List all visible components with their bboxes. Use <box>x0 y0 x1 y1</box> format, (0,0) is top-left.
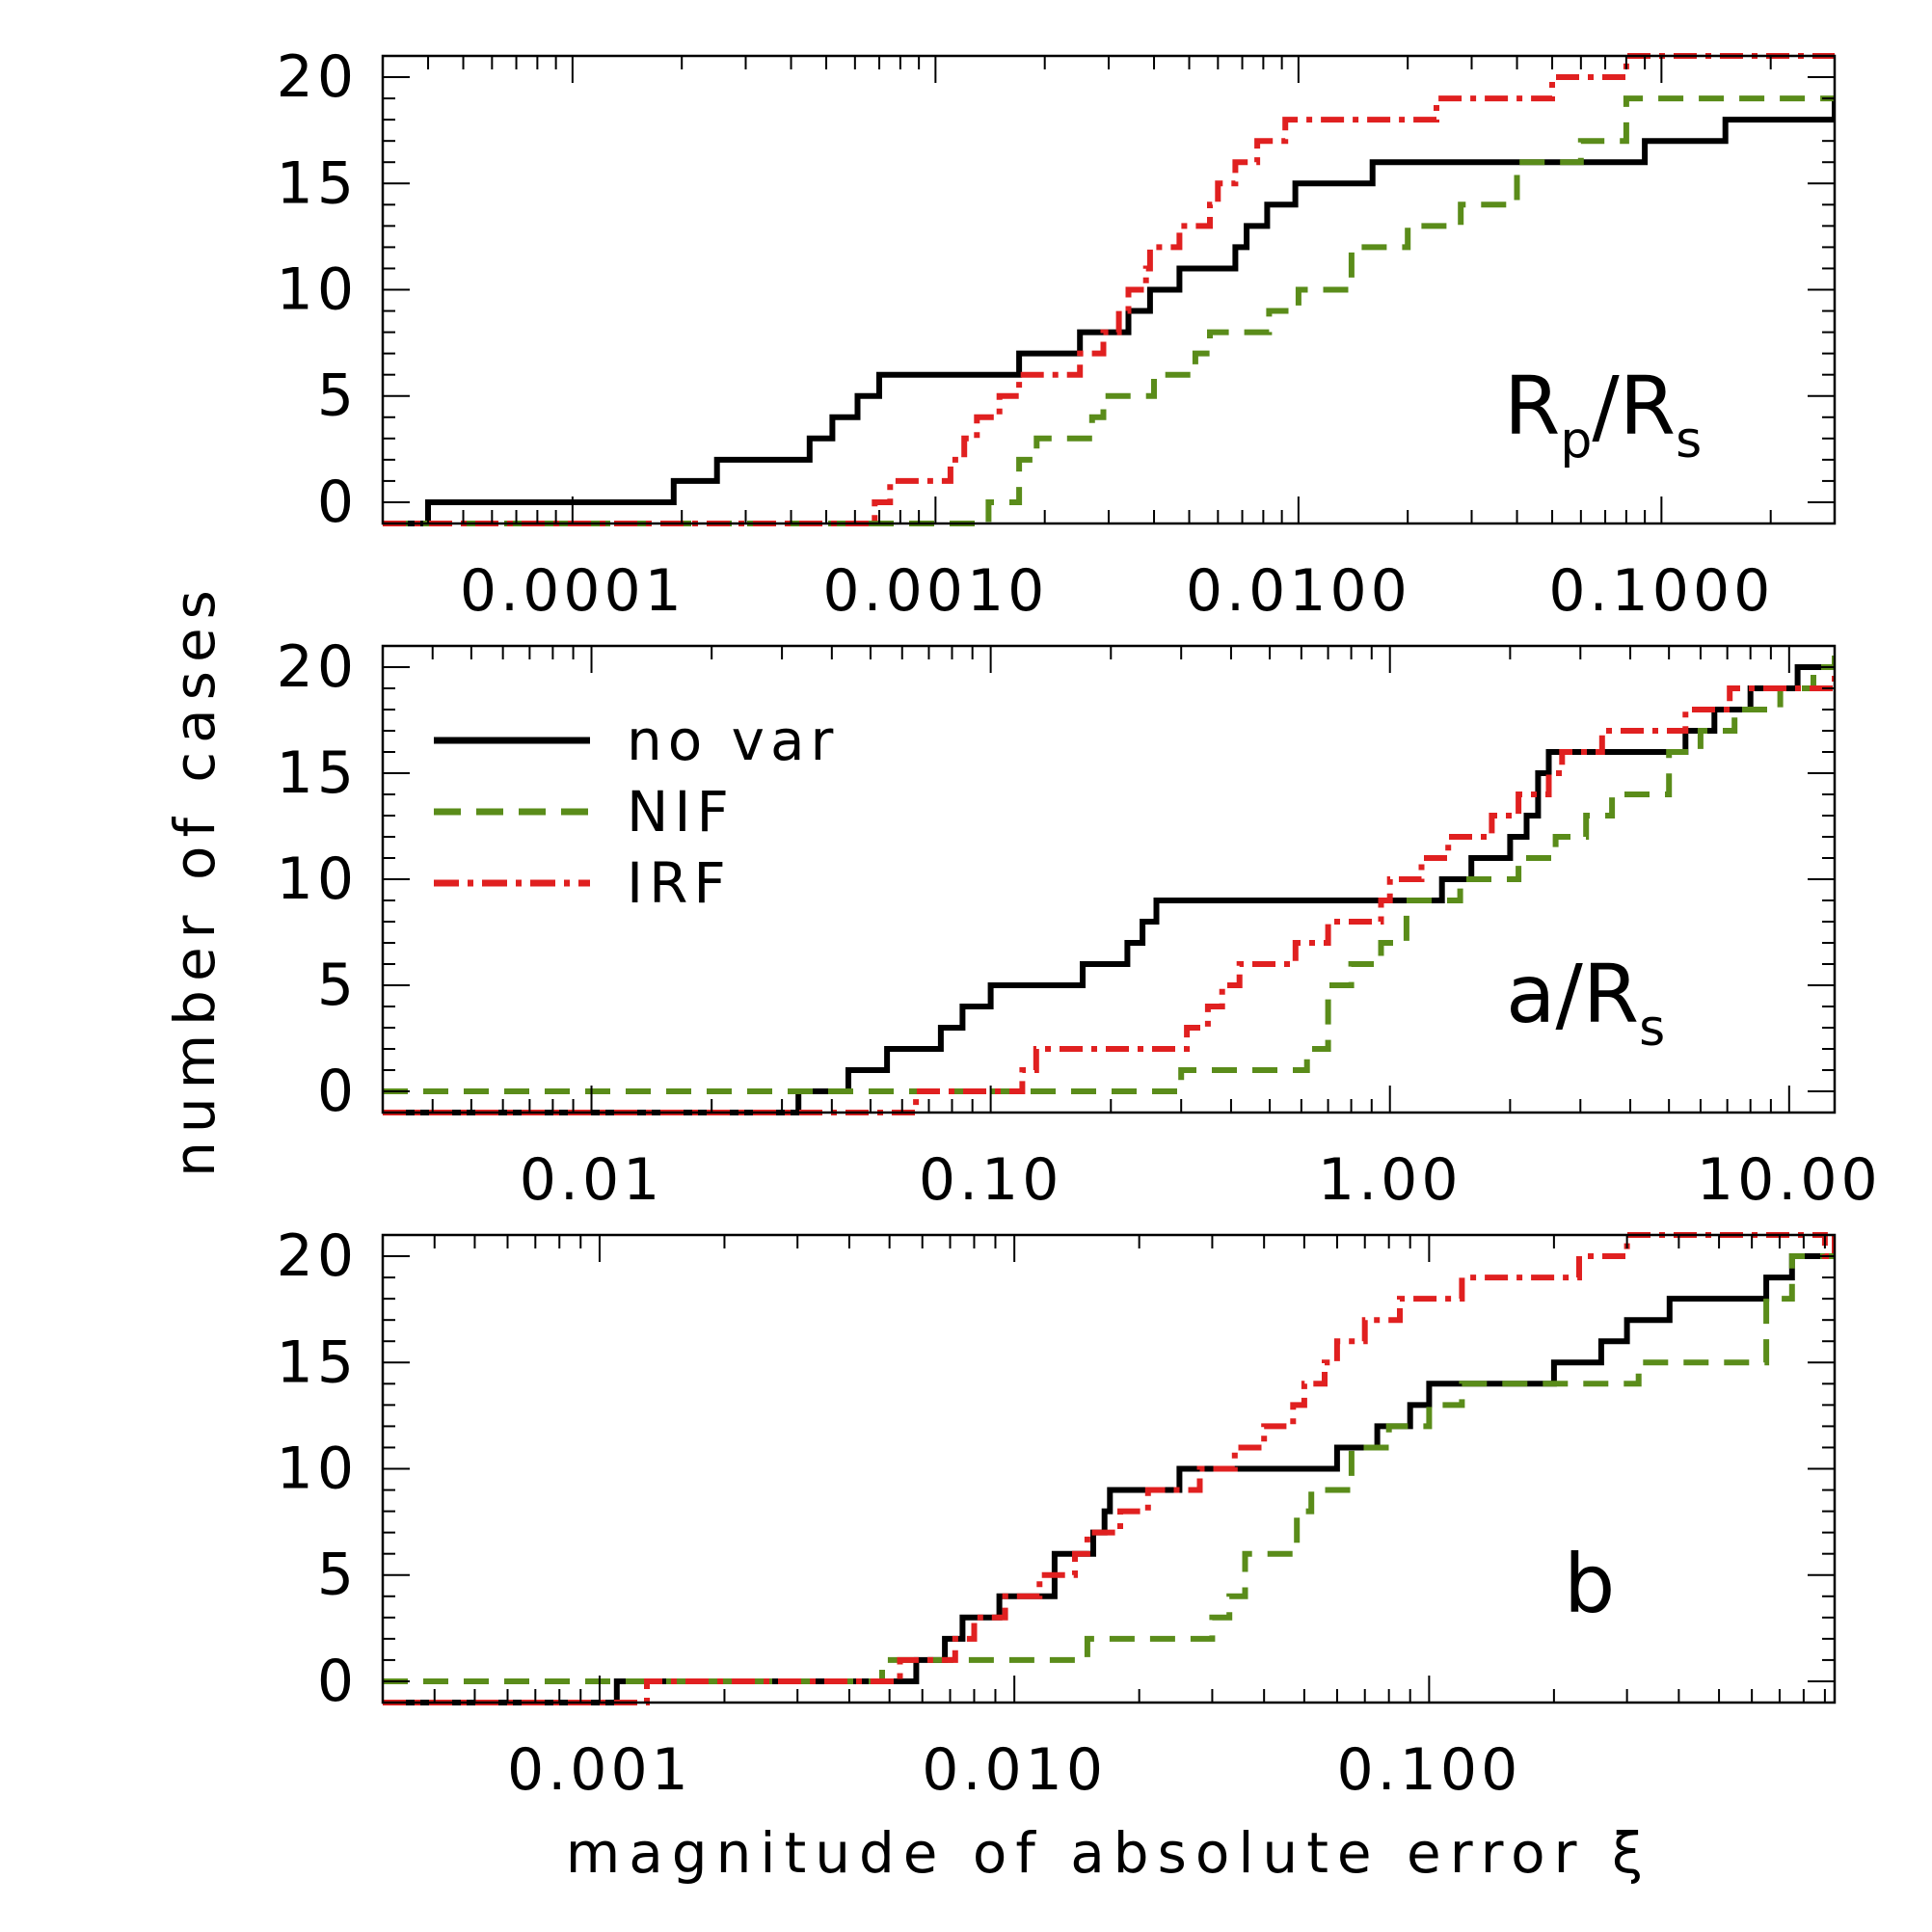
y-tick-label: 5 <box>317 952 358 1019</box>
panel-label: a/Rs <box>1506 947 1665 1058</box>
y-tick-label: 15 <box>277 149 358 217</box>
panel-b: 0 5 10 15 20 0.001 0.010 0.100 b <box>277 1222 1837 1804</box>
y-tick-label: 0 <box>317 1058 358 1125</box>
x-tick-label: 1.00 <box>1318 1146 1462 1214</box>
y-tick-label: 10 <box>277 845 358 913</box>
legend: no var NIF IRF <box>434 708 839 916</box>
panel-label-text: /R <box>1592 359 1676 453</box>
panel-label-subscript: p <box>1560 412 1592 470</box>
x-tick-label: 0.0001 <box>460 557 685 625</box>
x-tick-label: 0.010 <box>922 1736 1107 1804</box>
legend-label-nif: NIF <box>627 779 735 845</box>
series-line-nif <box>383 646 1835 1094</box>
y-tick-label: 15 <box>277 739 358 807</box>
y-tick-label: 20 <box>277 633 358 701</box>
x-tick-label: 0.0010 <box>822 557 1048 625</box>
x-tick-label: 0.001 <box>507 1736 692 1804</box>
series-line-irf <box>383 1232 1835 1705</box>
series-group <box>383 1232 1835 1705</box>
panel-label-subscript: s <box>1676 412 1702 470</box>
y-tick-label: 10 <box>277 1436 358 1503</box>
panel-label: Rp/Rs <box>1504 359 1702 470</box>
series-line-irf <box>383 53 1835 526</box>
y-tick-label: 0 <box>317 1648 358 1715</box>
series-line-no-var <box>383 1235 1835 1705</box>
y-tick-label: 15 <box>277 1328 358 1396</box>
series-line-nif <box>383 95 1835 526</box>
series-line-nif <box>383 1235 1835 1684</box>
panel-label-text: a/R <box>1506 947 1639 1041</box>
panel-label: b <box>1564 1537 1615 1631</box>
series-group <box>383 646 1835 1115</box>
series-group <box>383 53 1835 526</box>
panel-label-text: b <box>1564 1537 1615 1631</box>
legend-label-irf: IRF <box>627 850 732 916</box>
panel-label-subscript: s <box>1639 1000 1665 1058</box>
x-axis-label: magnitude of absolute error ξ <box>566 1820 1652 1886</box>
x-tick-label: 0.01 <box>520 1146 664 1214</box>
x-tick-label: 0.0100 <box>1186 557 1411 625</box>
y-tick-label: 5 <box>317 362 358 430</box>
x-tick-label: 10.00 <box>1697 1146 1882 1214</box>
y-tick-label: 5 <box>317 1542 358 1609</box>
y-tick-label: 20 <box>277 1222 358 1290</box>
x-tick-label: 0.10 <box>919 1146 1063 1214</box>
y-tick-label: 20 <box>277 43 358 111</box>
panel-rp-rs: 0 5 10 15 20 0.0001 0.0010 0.0100 0.1000 Rp/Rs <box>277 43 1837 625</box>
panel-a-rs: 0 5 10 15 20 0.01 0.10 1.00 10.00 a/Rs <box>277 633 1882 1214</box>
y-tick-label: 10 <box>277 256 358 324</box>
legend-label-no-var: no var <box>627 708 839 773</box>
panel-label-text: R <box>1504 359 1560 453</box>
x-tick-label: 0.1000 <box>1548 557 1774 625</box>
y-axis-label: number of cases <box>162 581 228 1177</box>
x-tick-label: 0.100 <box>1336 1736 1521 1804</box>
y-tick-label: 0 <box>317 469 358 536</box>
